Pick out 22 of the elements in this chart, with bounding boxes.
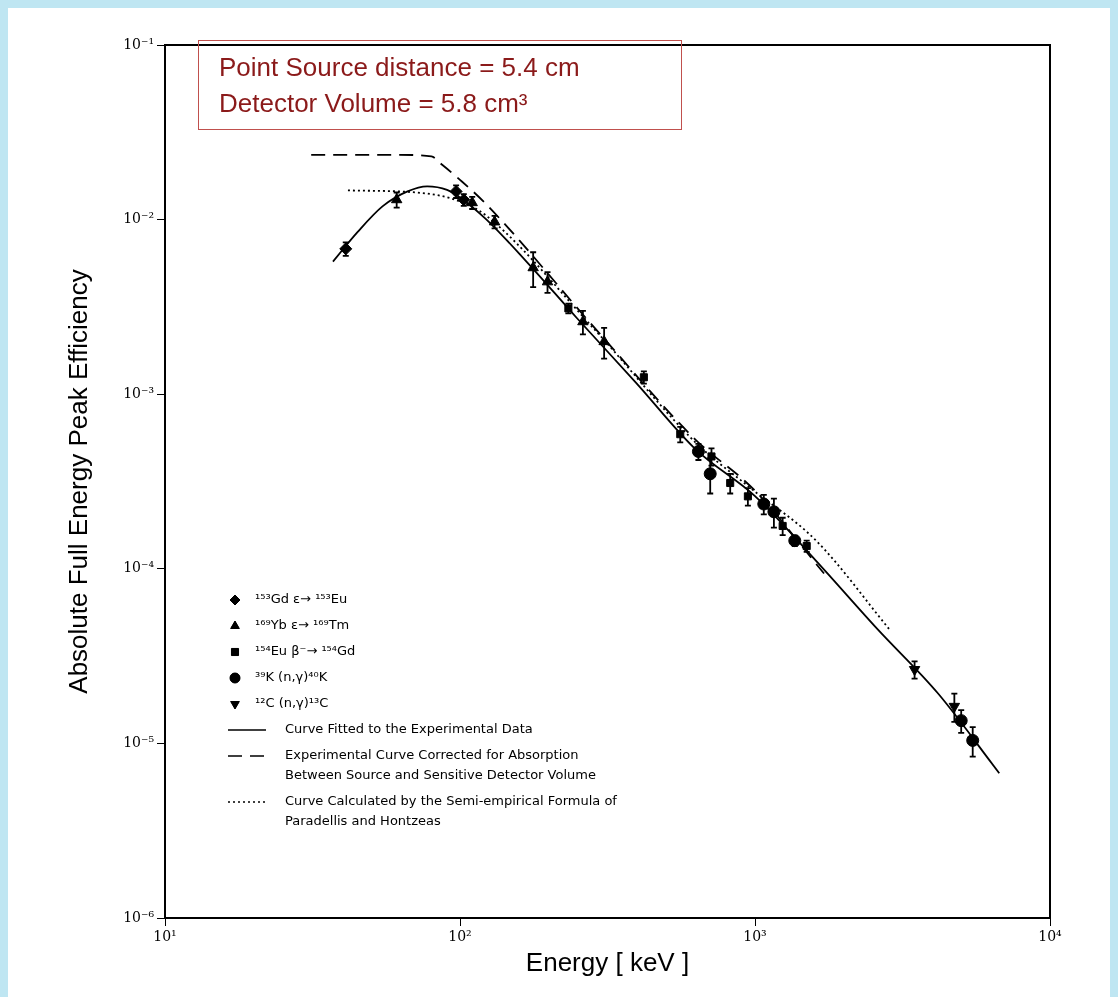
legend-label: Curve Calculated by the Semi-empirical Formula of Paradellis and Hontzeas <box>285 793 618 829</box>
legend-label: Curve Fitted to the Experimental Data <box>285 721 533 737</box>
legend-label: ¹⁶⁹Yb ε→ ¹⁶⁹Tm <box>255 617 350 633</box>
y-axis-title: Absolute Full Energy Peak Efficiency <box>62 269 93 694</box>
y-tick-label: 10⁻⁶ <box>123 908 155 925</box>
x-tick-label: 10³ <box>743 928 767 945</box>
x-tick-label: 10¹ <box>153 928 177 945</box>
y-tick-label: 10⁻⁴ <box>123 559 155 576</box>
y-tick-label: 10⁻¹ <box>123 35 154 52</box>
y-tick-label: 10⁻² <box>123 210 154 227</box>
legend-label: Experimental Curve Corrected for Absorption Between Source and Sensitive Detector Volume <box>285 747 596 783</box>
legend-label: ¹⁵³Gd ε→ ¹⁵³Eu <box>255 591 348 607</box>
y-tick-label: 10⁻³ <box>123 384 154 401</box>
x-tick-label: 10² <box>448 928 472 945</box>
legend-label: ³⁹K (n,γ)⁴⁰K <box>255 669 328 685</box>
x-axis-title: Energy [ keV ] <box>525 946 690 977</box>
y-tick-label: 10⁻⁵ <box>123 734 155 751</box>
annotation: Detector Volume = 5.8 cm³ <box>219 87 529 120</box>
x-tick-label: 10⁴ <box>1038 928 1063 945</box>
annotation: Point Source distance = 5.4 cm <box>219 51 581 84</box>
legend-label: ¹²C (n,γ)¹³C <box>255 695 329 711</box>
legend-label: ¹⁵⁴Eu β⁻→ ¹⁵⁴Gd <box>255 643 356 659</box>
